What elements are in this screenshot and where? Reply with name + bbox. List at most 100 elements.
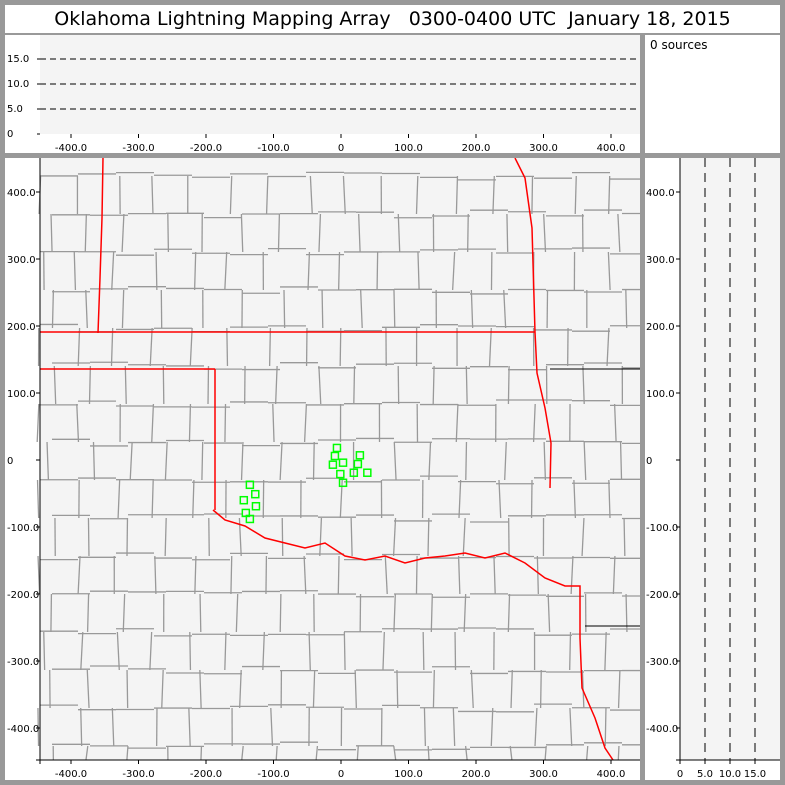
county-border [574, 175, 577, 215]
county-border [531, 175, 534, 215]
x-tick-label: 15.0 [744, 769, 766, 780]
county-border [457, 555, 461, 595]
county-border [192, 479, 195, 519]
county-border [51, 289, 55, 329]
county-border [85, 745, 89, 761]
county-border [239, 669, 242, 709]
county-border [321, 289, 324, 329]
county-border [342, 175, 346, 215]
county-border [417, 251, 420, 291]
county-border [350, 517, 353, 557]
county-border [490, 707, 494, 747]
county-border [307, 251, 311, 291]
county-border [121, 289, 125, 329]
county-border [455, 403, 459, 443]
red-river-border [212, 509, 614, 761]
county-border [452, 707, 456, 747]
county-border [423, 707, 427, 747]
x-tick-label: -300.0 [122, 769, 154, 780]
county-border [129, 441, 133, 481]
county-border [154, 555, 157, 595]
county-border [164, 517, 167, 557]
county-border [509, 745, 513, 761]
county-border [162, 365, 165, 405]
county-border [604, 707, 607, 747]
x-tick-label: -400.0 [55, 769, 87, 780]
county-border [608, 479, 611, 519]
x-tick-label: -200.0 [190, 143, 222, 153]
y-tick-label: 100.0 [646, 389, 675, 400]
y-tick-label: 10.0 [7, 79, 29, 90]
county-border [240, 441, 244, 481]
county-border [570, 555, 574, 595]
county-border [360, 289, 363, 329]
county-border [122, 593, 126, 633]
county-border [358, 213, 361, 253]
county-border [126, 669, 129, 709]
info-panel: 0 sources [645, 35, 780, 153]
county-border [623, 517, 626, 557]
county-border [151, 403, 155, 443]
county-border [607, 251, 611, 291]
county-border [117, 479, 121, 519]
county-border [200, 745, 203, 761]
county-border [224, 631, 227, 671]
county-border [506, 213, 509, 253]
county-border [343, 631, 346, 671]
x-tick-label: 100.0 [394, 769, 423, 780]
x-tick-label: 200.0 [462, 143, 491, 153]
county-border [427, 745, 430, 761]
county-border [583, 441, 587, 481]
y-tick-label: 400.0 [7, 188, 36, 199]
side-altitude-plot: -400.0 -300.0 -200.0 -100.0 0 100.0 200.0 300.0… [646, 158, 780, 780]
county-border [547, 593, 551, 633]
county-border [319, 517, 323, 557]
kansas-colorado-border [97, 157, 104, 334]
county-border [126, 745, 129, 761]
page-title: Oklahoma Lightning Mapping Array 0300-04… [5, 5, 780, 33]
x-tick-label: -200.0 [190, 769, 222, 780]
county-border [110, 327, 114, 367]
x-tick-label: -400.0 [55, 143, 87, 153]
county-border [309, 175, 313, 215]
source-marker [353, 459, 363, 469]
county-border [569, 707, 573, 747]
y-tick-label: 400.0 [646, 188, 675, 199]
county-border [270, 707, 274, 747]
county-border [318, 213, 322, 253]
county-border [85, 289, 88, 329]
county-border [194, 555, 197, 595]
county-border [428, 441, 432, 481]
county-border [470, 669, 474, 709]
county-border [467, 213, 469, 253]
county-border [77, 327, 81, 367]
county-border [149, 327, 153, 367]
county-border [36, 403, 40, 443]
county-border [573, 479, 577, 519]
y-tick-label: 200.0 [646, 322, 675, 333]
source-marker [338, 458, 348, 467]
county-border [503, 289, 507, 329]
county-border [43, 631, 46, 671]
county-border [430, 593, 433, 633]
side-altitude-panel: -400.0 -300.0 -200.0 -100.0 0 100.0 200.0 300.0… [645, 158, 780, 780]
county-border [224, 251, 228, 291]
county-border [274, 365, 278, 405]
county-border [458, 479, 462, 519]
county-border [111, 707, 115, 747]
altitude-plot: 0 5.0 10.0 15.0 -400.0 -300.0 -200.0 -100.0 0 100… [7, 35, 640, 154]
county-border [427, 517, 430, 557]
county-border [80, 631, 84, 671]
county-border [534, 707, 538, 747]
x-tick-label: 400.0 [597, 143, 626, 153]
county-border [356, 745, 359, 761]
y-tick-label: 100.0 [7, 389, 36, 400]
y-tick-label: 0 [646, 456, 652, 467]
county-border [455, 175, 459, 215]
county-border [339, 327, 342, 367]
x-tick-label: 0 [338, 143, 344, 153]
y-tick-label: 200.0 [7, 322, 36, 333]
county-border [265, 175, 269, 215]
county-border [268, 327, 272, 367]
county-border [353, 365, 356, 405]
